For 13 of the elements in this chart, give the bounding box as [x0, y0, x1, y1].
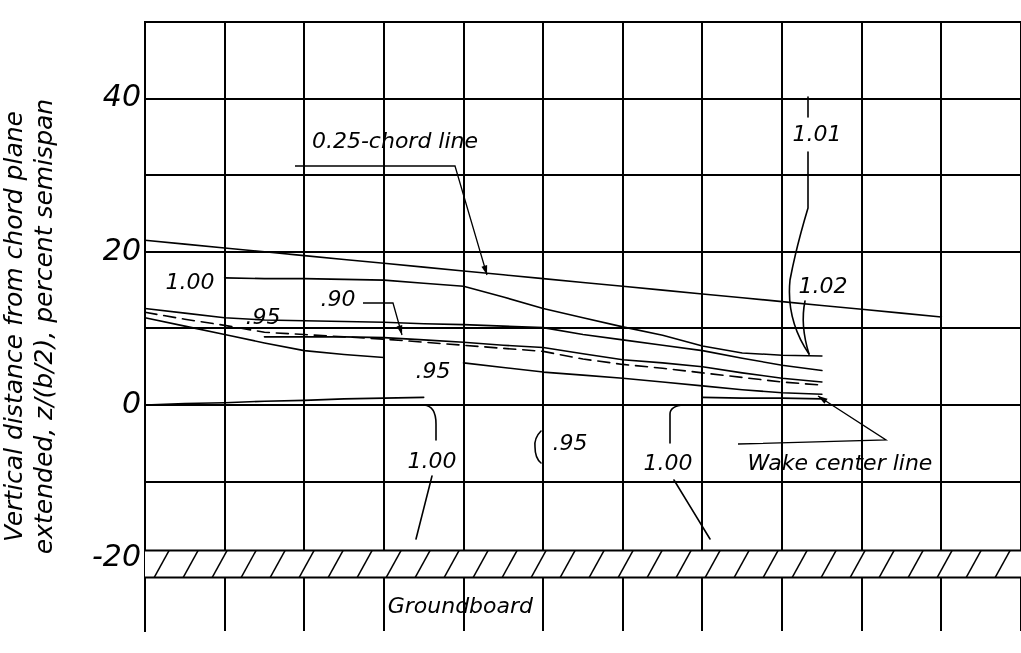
y-tick-label: 0	[121, 384, 141, 420]
y-axis-title: Vertical distance from chord plane extended, z/(b/2), percent semispan	[0, 98, 58, 555]
annotation: .90	[320, 285, 356, 311]
annotation: 1.00	[165, 268, 215, 294]
annotation: 1.00	[643, 449, 693, 475]
y-tick-label: 40	[102, 78, 141, 114]
y-tick-label: -20	[92, 538, 141, 574]
annotation: 1.02	[798, 272, 848, 298]
annotation: 1.00	[407, 447, 457, 473]
annotation: .95	[552, 429, 588, 455]
y-tick-label: 20	[102, 231, 141, 267]
annotation: 1.01	[792, 120, 842, 146]
annotation: .95	[415, 357, 451, 383]
